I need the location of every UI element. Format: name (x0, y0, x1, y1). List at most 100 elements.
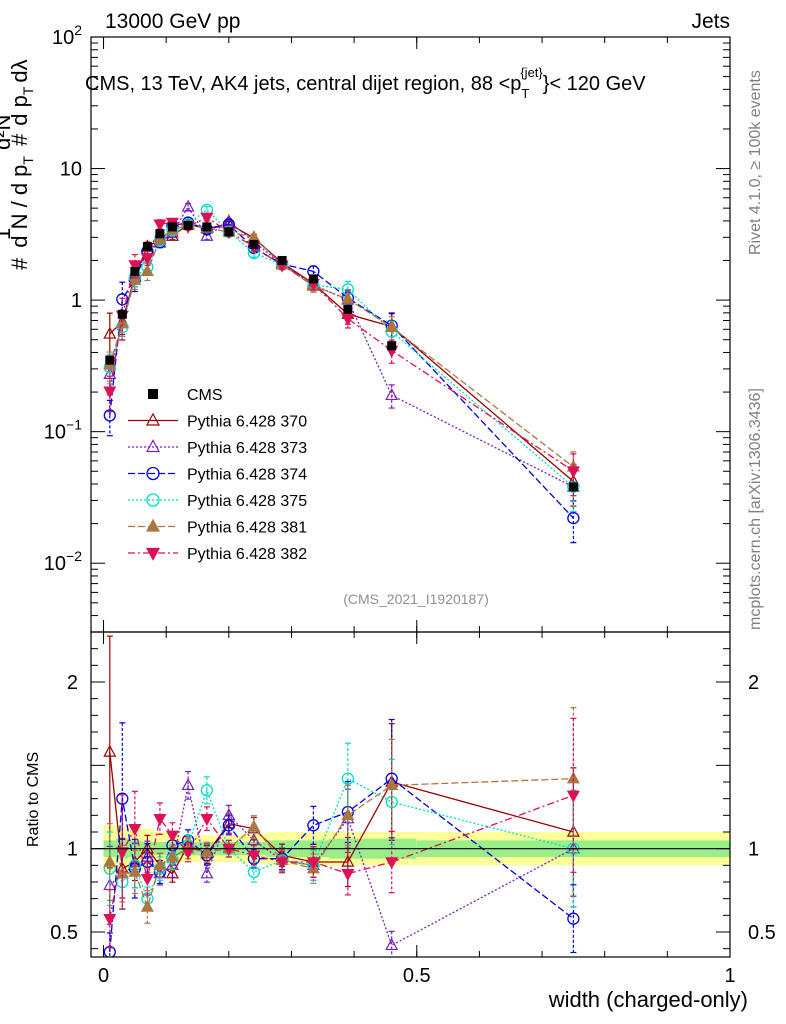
main-plot-area (103, 199, 580, 544)
series-point-ratio (181, 847, 195, 860)
series-line-main (109, 216, 574, 472)
series-point-main (567, 511, 580, 525)
series-point-ratio (128, 823, 142, 836)
legend-entry: CMS (148, 387, 223, 404)
y-tick-label-ratio: 0.5 (50, 922, 78, 944)
series-point-main (140, 253, 154, 266)
series-point-ratio (341, 868, 355, 881)
legend-label: CMS (187, 387, 223, 404)
x-tick-label: 1 (724, 965, 735, 987)
ratio-frame (90, 631, 731, 958)
legend-label: Pythia 6.428 373 (187, 440, 307, 457)
series-main-2 (103, 216, 580, 544)
x-axis-label: width (charged-only) (548, 987, 748, 1012)
header-left-label: 13000 GeV pp (105, 10, 240, 33)
series-point-ratio (566, 790, 580, 803)
series-ratio-3 (103, 742, 580, 911)
data-point-cms (117, 309, 127, 319)
legend-entry: Pythia 6.428 381 (128, 518, 307, 537)
series-point-ratio (341, 854, 355, 867)
series-point-ratio (222, 843, 236, 856)
y-tick-label-main: 10−1 (44, 417, 82, 444)
chart-title: CMS, 13 TeV, AK4 jets, central dijet reg… (85, 65, 646, 101)
series-line-ratio (109, 777, 574, 901)
series-line-main (109, 223, 574, 482)
series-point-ratio (103, 744, 117, 757)
series-point-ratio (307, 819, 320, 832)
data-point-cms (167, 222, 177, 232)
y-tick-label-ratio: 2 (67, 672, 78, 694)
legend-marker (145, 439, 161, 453)
series-point-ratio (385, 857, 399, 870)
series-point-ratio (115, 847, 129, 860)
data-point-cms (105, 355, 115, 365)
series-point-ratio (341, 808, 355, 821)
series-point-main (103, 326, 117, 339)
series-point-main (153, 219, 167, 232)
svg-text:#d N / d pT#d pTdλ: #d N / d pT#d pTdλ (7, 59, 36, 270)
series-point-main (103, 409, 116, 422)
ratio-plot-area (91, 635, 730, 957)
legend-marker (148, 389, 158, 399)
series-point-ratio (341, 772, 355, 785)
series-point-ratio (200, 784, 214, 797)
series-line-ratio (109, 777, 574, 953)
data-point-cms (155, 229, 165, 239)
series-point-ratio (165, 849, 179, 862)
x-tick-label: 0 (98, 965, 109, 987)
y-axis-label-main: #d N / d pT#d pTdλ 1 d²N (0, 59, 36, 270)
series-point-ratio (247, 819, 261, 832)
x-tick-label: 0.5 (403, 965, 431, 987)
series-point-main (385, 387, 399, 401)
series-line-main (109, 224, 574, 468)
series-ratio-1 (103, 770, 580, 957)
y-tick-label-ratio-right: 1 (748, 839, 759, 861)
series-main-4 (103, 218, 580, 488)
legend-entry: Pythia 6.428 373 (128, 439, 307, 457)
data-point-cms (568, 482, 578, 492)
y-tick-label-ratio: 1 (67, 839, 78, 861)
data-point-cms (142, 242, 152, 252)
series-point-ratio (275, 857, 289, 870)
series-point-ratio (165, 830, 179, 843)
legend: CMS Pythia 6.428 370 Pythia 6.428 373 Pythi… (128, 387, 307, 563)
legend-entry: Pythia 6.428 382 (128, 546, 307, 563)
legend-label: Pythia 6.428 375 (187, 493, 307, 510)
axis-ticks: 0 0.5 1 10−2 10−1 1 10 102 0.5 0.5 1 1 2 2 (44, 22, 776, 987)
series-point-main (128, 260, 142, 273)
series-point-main (385, 320, 399, 333)
series-point-main (153, 232, 167, 245)
series-point-main (128, 272, 142, 285)
series-point-ratio (247, 850, 261, 863)
legend-marker (146, 466, 160, 481)
series-ratio-5 (103, 717, 580, 949)
series-point-main (566, 466, 580, 479)
series-point-ratio (140, 873, 154, 886)
legend-label: Pythia 6.428 381 (187, 520, 307, 537)
y-tick-label-main: 102 (52, 22, 82, 49)
legend-label: Pythia 6.428 382 (187, 546, 307, 563)
svg-text:1: 1 (0, 228, 15, 240)
legend-marker (145, 547, 161, 561)
y-tick-label-main: 1 (71, 290, 82, 312)
series-point-ratio (222, 819, 235, 832)
series-point-main (341, 313, 355, 326)
series-point-main (103, 386, 117, 399)
svg-text:d²N: d²N (0, 115, 15, 150)
series-point-ratio (153, 858, 167, 871)
series-point-ratio (200, 866, 214, 879)
series-point-ratio (385, 938, 399, 951)
series-point-ratio (567, 912, 580, 925)
data-point-cms (343, 304, 353, 314)
series-point-ratio (181, 778, 195, 791)
data-point-cms (249, 239, 259, 249)
legend-entry: Pythia 6.428 370 (128, 412, 307, 431)
data-point-cms (202, 222, 212, 232)
series-point-ratio (103, 913, 117, 926)
series-point-ratio (200, 813, 214, 826)
series-ratio-4 (103, 707, 580, 924)
data-series-cms (105, 220, 578, 492)
data-point-cms (277, 256, 287, 266)
legend-marker (146, 493, 160, 507)
